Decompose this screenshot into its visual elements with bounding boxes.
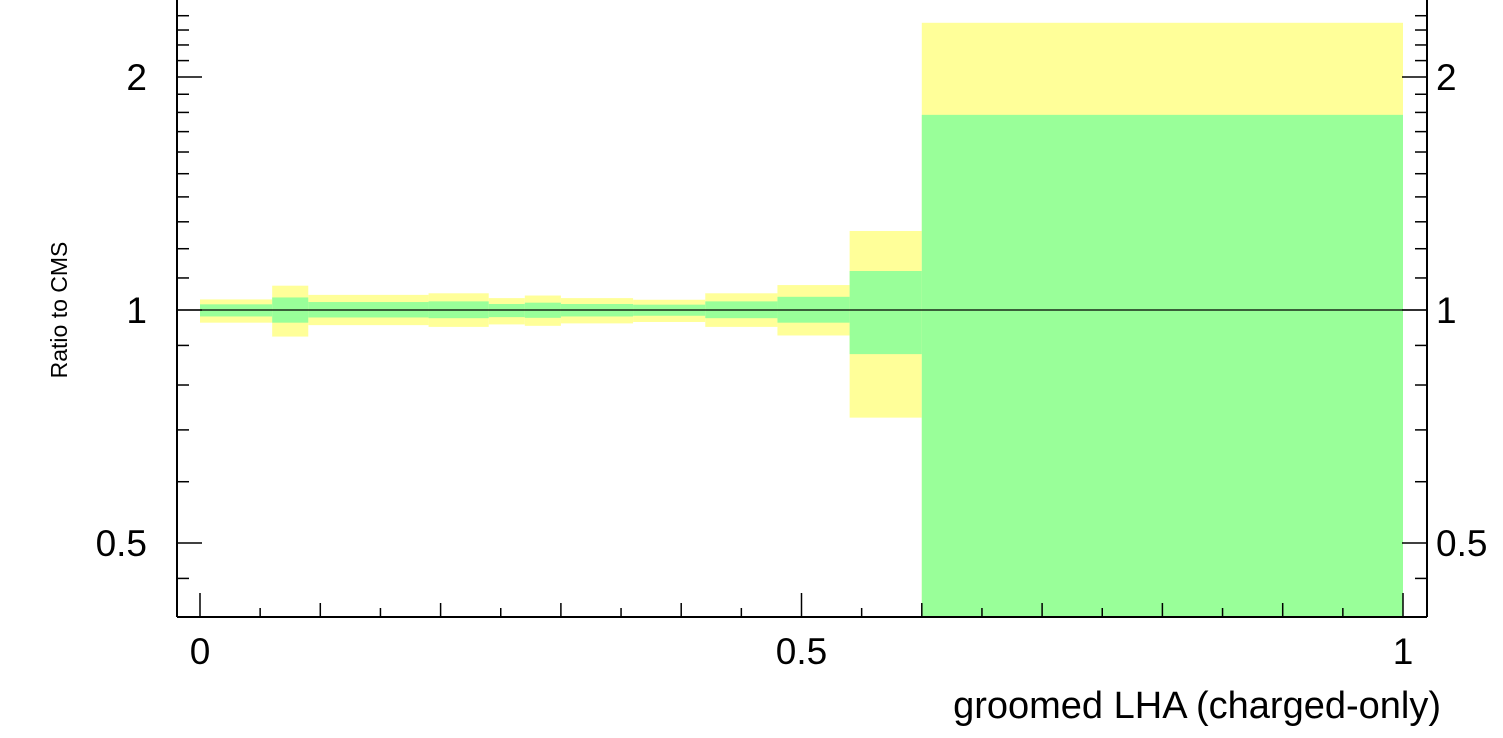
y-axis-label: Ratio to CMS <box>46 242 72 379</box>
y-tick-label-left-1: 1 <box>126 290 147 331</box>
x-tick-label-1: 0.5 <box>776 631 827 672</box>
y-tick-label-left-0: 0.5 <box>96 523 147 564</box>
inner-band-bin-10 <box>849 271 922 355</box>
y-tick-label-right-0: 0.5 <box>1436 523 1487 564</box>
x-tick-label-0: 0 <box>190 631 211 672</box>
x-axis-label: groomed LHA (charged-only) <box>953 685 1441 727</box>
axes <box>176 0 1428 618</box>
y-tick-label-left-2: 2 <box>126 57 147 98</box>
tick-labels: 0.5 0.5 1 1 2 2 0 0.5 1 <box>96 57 1488 672</box>
y-tick-label-right-1: 1 <box>1436 290 1457 331</box>
uncertainty-bands <box>200 22 1403 618</box>
y-tick-label-right-2: 2 <box>1436 57 1457 98</box>
inner-band-bin-11 <box>921 114 1403 617</box>
x-tick-label-2: 1 <box>1393 631 1414 672</box>
